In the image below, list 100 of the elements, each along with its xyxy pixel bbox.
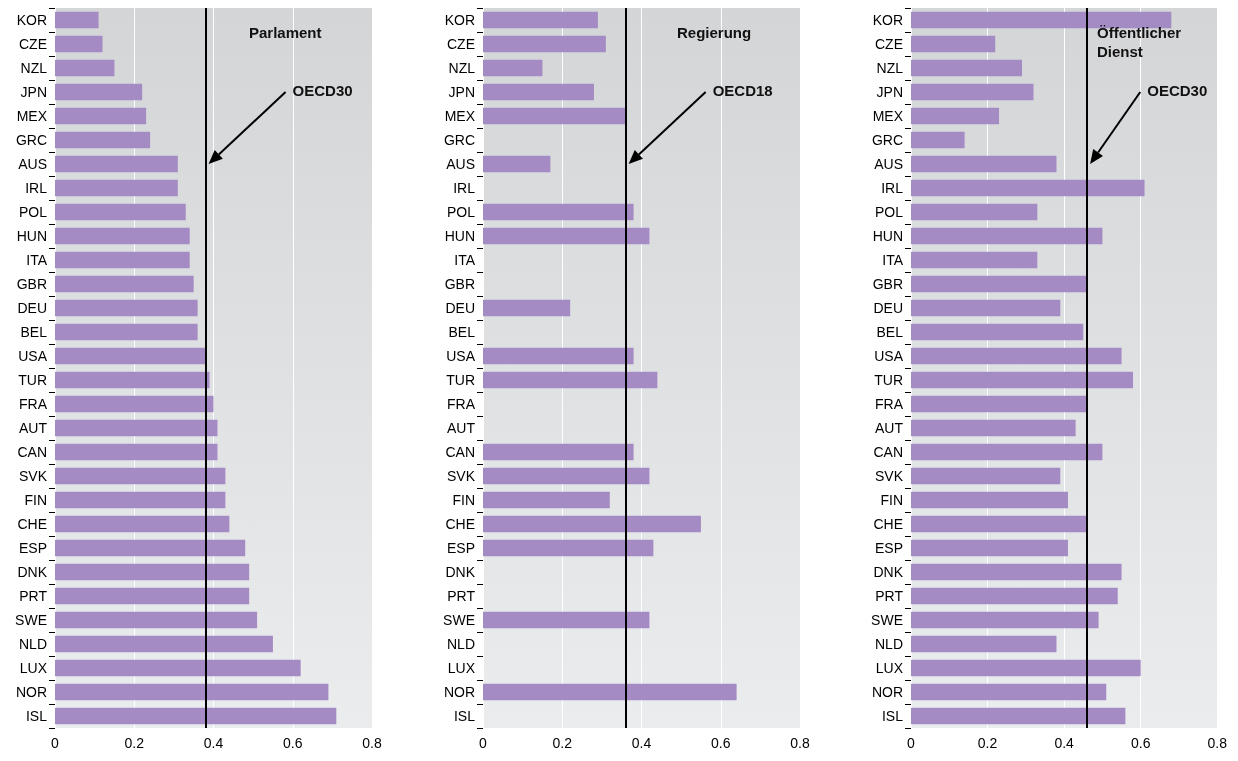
bar bbox=[55, 251, 190, 269]
bar bbox=[483, 347, 634, 365]
bar bbox=[483, 491, 610, 509]
y-tick-label: DEU bbox=[873, 300, 903, 316]
bar bbox=[55, 275, 194, 293]
bar bbox=[911, 275, 1088, 293]
bar bbox=[55, 467, 226, 485]
y-tick-label: GRC bbox=[443, 132, 475, 148]
x-tick-label: 0.2 bbox=[552, 735, 573, 751]
y-tick-label: SVK bbox=[18, 468, 48, 484]
y-tick-label: SVK bbox=[874, 468, 904, 484]
y-tick-label: ITA bbox=[26, 252, 48, 268]
bar bbox=[911, 467, 1061, 485]
y-tick-label: SWE bbox=[443, 612, 475, 628]
ref-line-label: OECD30 bbox=[292, 82, 353, 99]
y-tick-label: NOR bbox=[443, 684, 475, 700]
bar bbox=[911, 611, 1099, 629]
y-tick-label: LUX bbox=[875, 660, 904, 676]
x-tick-label: 0 bbox=[907, 735, 916, 751]
y-tick-label: TUR bbox=[874, 372, 903, 388]
y-tick-label: USA bbox=[446, 348, 476, 364]
bar bbox=[55, 155, 178, 173]
y-tick-label: AUT bbox=[447, 420, 476, 436]
y-tick-label: BEL bbox=[876, 324, 904, 340]
y-tick-label: TUR bbox=[18, 372, 47, 388]
ref-line-label: OECD30 bbox=[1147, 82, 1208, 99]
y-tick-label: POL bbox=[874, 204, 904, 220]
bar bbox=[55, 635, 273, 653]
bar bbox=[911, 155, 1057, 173]
y-tick-label: LUX bbox=[447, 660, 476, 676]
y-tick-label: FIN bbox=[880, 492, 903, 508]
bar bbox=[483, 611, 650, 629]
y-tick-label: NZL bbox=[20, 60, 48, 76]
bar bbox=[483, 35, 606, 53]
x-tick-label: 0.6 bbox=[1130, 735, 1151, 751]
x-tick-label: 0.2 bbox=[124, 735, 145, 751]
x-tick-label: 0 bbox=[51, 735, 60, 751]
bar bbox=[911, 539, 1068, 557]
y-tick-label: CZE bbox=[447, 36, 475, 52]
y-tick-label: BEL bbox=[448, 324, 476, 340]
y-tick-label: DNK bbox=[445, 564, 476, 580]
bar bbox=[483, 107, 626, 125]
bar bbox=[55, 611, 258, 629]
bar bbox=[483, 683, 737, 701]
bar bbox=[911, 251, 1038, 269]
y-tick-label: CHE bbox=[445, 516, 475, 532]
bar bbox=[55, 491, 226, 509]
bar bbox=[483, 227, 650, 245]
bar bbox=[55, 83, 143, 101]
bar bbox=[483, 371, 658, 389]
y-tick-label: DEU bbox=[445, 300, 475, 316]
bar bbox=[55, 107, 147, 125]
x-tick-label: 0.6 bbox=[283, 735, 303, 751]
bar bbox=[483, 11, 598, 29]
y-tick-label: MEX bbox=[872, 108, 904, 124]
bar bbox=[55, 443, 218, 461]
x-tick-label: 0 bbox=[479, 735, 488, 751]
bar bbox=[483, 59, 543, 77]
y-tick-label: FIN bbox=[452, 492, 475, 508]
bar bbox=[911, 515, 1088, 533]
bar bbox=[483, 299, 571, 317]
bar bbox=[55, 419, 218, 437]
y-tick-label: CAN bbox=[873, 444, 903, 460]
ref-line-label: OECD18 bbox=[712, 82, 773, 99]
bar bbox=[55, 227, 190, 245]
y-tick-label: SWE bbox=[871, 612, 903, 628]
y-tick-label: FIN bbox=[24, 492, 47, 508]
bar bbox=[55, 371, 210, 389]
bar bbox=[55, 707, 337, 725]
y-tick-label: ESP bbox=[18, 540, 47, 556]
bar bbox=[911, 323, 1084, 341]
bar bbox=[55, 587, 250, 605]
bar bbox=[911, 107, 1000, 125]
y-tick-label: TUR bbox=[446, 372, 475, 388]
y-tick-label: NLD bbox=[18, 636, 47, 652]
y-tick-label: ITA bbox=[882, 252, 904, 268]
bar bbox=[911, 659, 1141, 677]
y-tick-label: AUT bbox=[19, 420, 48, 436]
y-tick-label: NOR bbox=[871, 684, 903, 700]
bar bbox=[911, 131, 965, 149]
y-tick-label: NZL bbox=[876, 60, 904, 76]
y-tick-label: GBR bbox=[16, 276, 47, 292]
y-tick-label: AUS bbox=[446, 156, 475, 172]
y-tick-label: ISL bbox=[881, 708, 904, 724]
bar bbox=[55, 35, 103, 53]
y-tick-label: CZE bbox=[19, 36, 47, 52]
y-tick-label: DNK bbox=[17, 564, 48, 580]
y-tick-label: PRT bbox=[875, 588, 904, 604]
bar bbox=[483, 467, 650, 485]
bar bbox=[55, 563, 250, 581]
bar bbox=[55, 179, 178, 197]
bar bbox=[55, 131, 151, 149]
x-tick-label: 0.4 bbox=[631, 735, 652, 751]
bar bbox=[911, 563, 1122, 581]
bar bbox=[55, 347, 206, 365]
bar bbox=[55, 515, 230, 533]
y-tick-label: POL bbox=[446, 204, 476, 220]
x-tick-label: 0.4 bbox=[1054, 735, 1075, 751]
bar bbox=[911, 395, 1088, 413]
bar bbox=[55, 299, 198, 317]
